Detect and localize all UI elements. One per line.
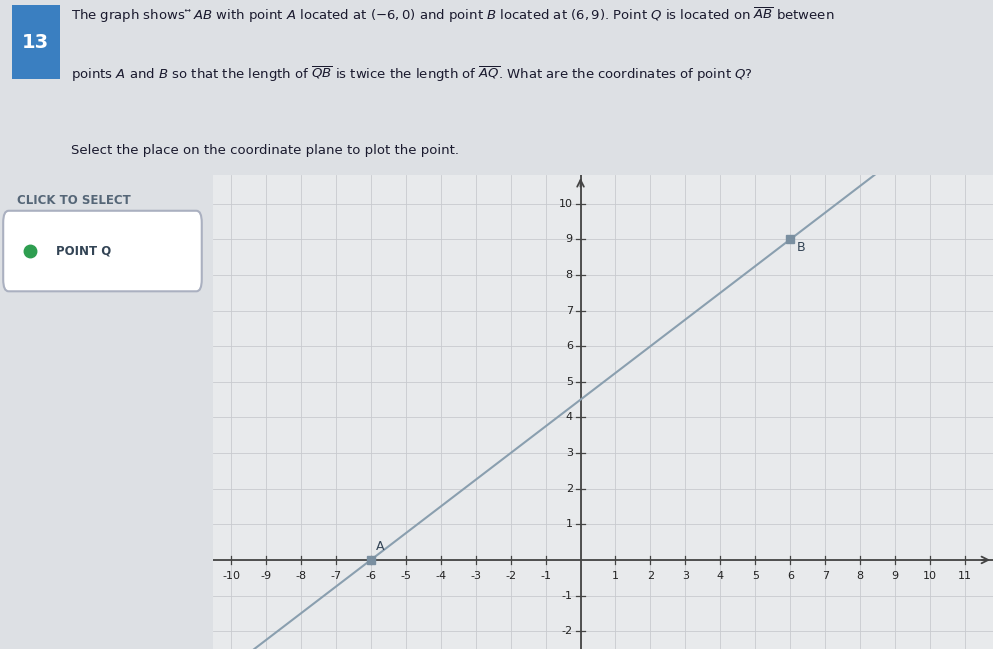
Text: 10: 10	[559, 199, 573, 209]
Text: B: B	[796, 241, 805, 254]
Text: 1: 1	[566, 519, 573, 530]
Text: -10: -10	[222, 571, 240, 582]
Text: CLICK TO SELECT: CLICK TO SELECT	[17, 194, 131, 207]
Text: 9: 9	[566, 234, 573, 245]
Text: -1: -1	[540, 571, 551, 582]
Text: 3: 3	[566, 448, 573, 458]
Text: 10: 10	[923, 571, 937, 582]
Text: The graph shows $\overleftrightarrow{AB}$ with point $A$ located at $(-6, 0)$ an: The graph shows $\overleftrightarrow{AB}…	[71, 5, 835, 25]
Text: 6: 6	[566, 341, 573, 351]
Text: POINT Q: POINT Q	[56, 245, 111, 258]
Text: -5: -5	[400, 571, 411, 582]
Text: -2: -2	[505, 571, 516, 582]
Text: 7: 7	[566, 306, 573, 315]
Text: 11: 11	[958, 571, 972, 582]
Text: Select the place on the coordinate plane to plot the point.: Select the place on the coordinate plane…	[71, 143, 460, 156]
Text: 4: 4	[717, 571, 724, 582]
Text: A: A	[376, 540, 384, 553]
Text: 5: 5	[566, 377, 573, 387]
Text: points $A$ and $B$ so that the length of $\overline{QB}$ is twice the length of : points $A$ and $B$ so that the length of…	[71, 65, 754, 84]
Text: 3: 3	[682, 571, 689, 582]
Text: -6: -6	[365, 571, 376, 582]
Text: 1: 1	[612, 571, 619, 582]
Text: 4: 4	[566, 413, 573, 422]
Text: 9: 9	[892, 571, 899, 582]
FancyBboxPatch shape	[12, 5, 60, 79]
Text: -8: -8	[295, 571, 307, 582]
Text: -7: -7	[331, 571, 342, 582]
Text: 8: 8	[566, 270, 573, 280]
Text: -9: -9	[260, 571, 271, 582]
FancyBboxPatch shape	[3, 211, 202, 291]
Text: 2: 2	[646, 571, 654, 582]
Text: 5: 5	[752, 571, 759, 582]
Text: -3: -3	[470, 571, 482, 582]
Text: -1: -1	[562, 591, 573, 600]
Text: 8: 8	[857, 571, 864, 582]
Text: -4: -4	[435, 571, 446, 582]
Text: -2: -2	[562, 626, 573, 636]
Text: 6: 6	[786, 571, 793, 582]
Text: 2: 2	[566, 484, 573, 494]
Text: 7: 7	[821, 571, 829, 582]
Text: 13: 13	[22, 32, 50, 51]
